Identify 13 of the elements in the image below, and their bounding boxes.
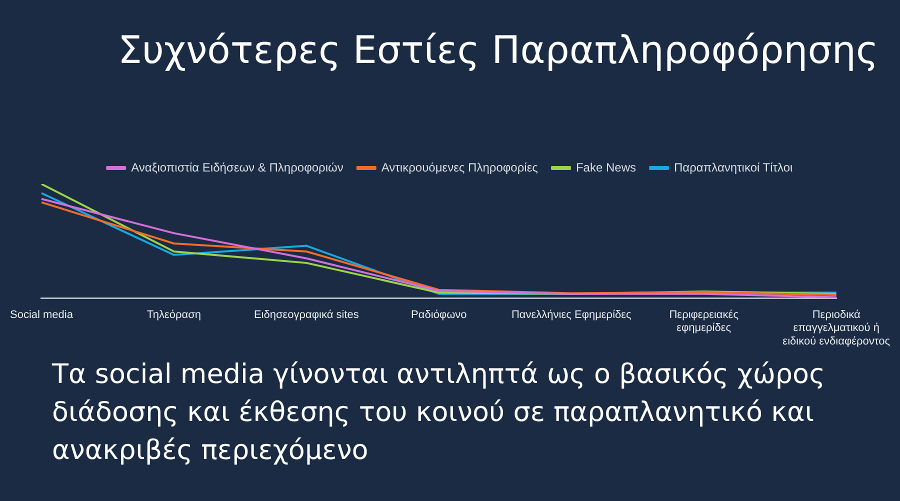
x-tick-label: Πανελλήνιες Εφημερίδες <box>511 309 632 322</box>
chart-title: Συχνότερες Εστίες Παραπληροφόρησης <box>118 28 878 72</box>
x-tick-label: Social media <box>10 309 74 322</box>
x-tick-label: Περιφερειακές εφημερίδες <box>669 309 738 334</box>
x-tick-label: Τηλεόραση <box>146 309 201 322</box>
text: Τα social media γίνονται αντιληπτά ως ο βασικός χώρος διάδοσης και έκθεσης του κοινού σε παραπλανητικό και ανακριβές περιεχόμενο <box>52 358 826 468</box>
legend-label: Αναξιοπιστία Ειδήσεων & Πληροφοριών <box>131 160 344 174</box>
legend-label: Fake News <box>576 160 636 174</box>
x-tick-label: Ραδιόφωνο <box>411 309 467 322</box>
x-tick-label: Περιοδικά επαγγελματικού ή ειδικού ενδιαφέροντος <box>782 309 890 348</box>
legend-label: Παραπλανητικοί Τίτλοι <box>674 160 794 174</box>
legend-label: Αντικρουόμενες Πληροφορίες <box>381 160 538 174</box>
x-tick-label: Ειδησεογραφικά sites <box>254 309 360 322</box>
